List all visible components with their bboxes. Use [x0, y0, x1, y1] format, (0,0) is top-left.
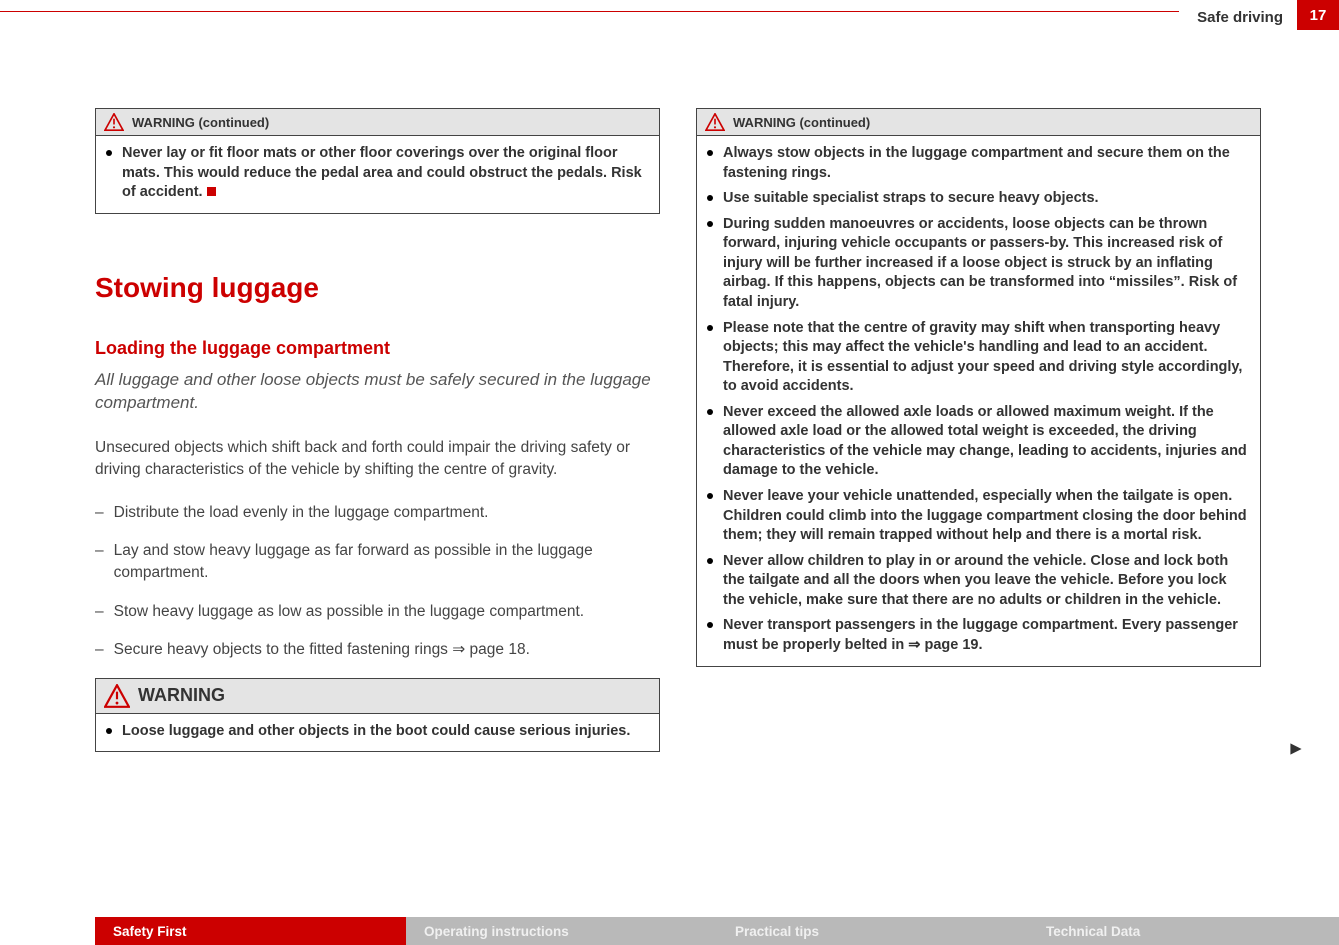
tab-practical-tips[interactable]: Practical tips [717, 917, 1028, 945]
end-marker-icon [207, 187, 216, 196]
warning-bullet-item: Never transport passengers in the luggag… [707, 616, 1250, 655]
section-heading: Stowing luggage [95, 272, 660, 304]
warning-triangle-icon [104, 684, 130, 708]
footer-spacer [0, 917, 95, 945]
dash-icon: – [95, 639, 104, 661]
bullet-icon [707, 622, 713, 628]
warning-text: Use suitable specialist straps to secure… [723, 189, 1099, 209]
warning-text: Please note that the centre of gravity m… [723, 319, 1250, 397]
warning-label: WARNING [138, 685, 225, 706]
list-item: –Distribute the load evenly in the lugga… [95, 502, 660, 524]
page-number: 17 [1297, 0, 1339, 30]
bullet-icon [106, 150, 112, 156]
warning-box: WARNING Loose luggage and other objects … [95, 678, 660, 753]
warning-continued-box: WARNING (continued) Never lay or fit flo… [95, 108, 660, 214]
tab-technical-data[interactable]: Technical Data [1028, 917, 1339, 945]
header-rule [0, 11, 1179, 12]
footer-tabs: Safety First Operating instructions Prac… [0, 917, 1339, 945]
dash-icon: – [95, 540, 104, 585]
warning-body: Loose luggage and other objects in the b… [96, 714, 659, 752]
warning-head: WARNING [96, 679, 659, 714]
warning-bullet-item: Never leave your vehicle unattended, esp… [707, 487, 1250, 546]
bullet-icon [106, 728, 112, 734]
warning-bullet-item: Use suitable specialist straps to secure… [707, 189, 1250, 209]
bullet-icon [707, 325, 713, 331]
list-text: Stow heavy luggage as low as possible in… [114, 601, 584, 623]
bullet-icon [707, 195, 713, 201]
warning-continued-head: WARNING (continued) [96, 109, 659, 136]
chapter-title: Safe driving [1179, 0, 1297, 30]
body-paragraph: Unsecured objects which shift back and f… [95, 437, 660, 482]
list-text: Distribute the load evenly in the luggag… [114, 502, 489, 524]
bullet-icon [707, 150, 713, 156]
warning-text: Never leave your vehicle unattended, esp… [723, 487, 1250, 546]
dash-icon: – [95, 601, 104, 623]
warning-bullet-item: During sudden manoeuvres or accidents, l… [707, 215, 1250, 313]
list-item: –Stow heavy luggage as low as possible i… [95, 601, 660, 623]
bullet-icon [707, 493, 713, 499]
warning-bullet-item: Please note that the centre of gravity m… [707, 319, 1250, 397]
bullet-icon [707, 409, 713, 415]
warning-text: Never lay or fit floor mats or other flo… [122, 144, 649, 203]
warning-bullet-item: Never lay or fit floor mats or other flo… [106, 144, 649, 203]
list-text: Lay and stow heavy luggage as far forwar… [114, 540, 660, 585]
list-item: –Lay and stow heavy luggage as far forwa… [95, 540, 660, 585]
warning-continued-box: WARNING (continued) Always stow objects … [696, 108, 1261, 667]
warning-bullet-item: Never exceed the allowed axle loads or a… [707, 403, 1250, 481]
page-body: WARNING (continued) Never lay or fit flo… [0, 30, 1339, 752]
warning-text: Never allow children to play in or aroun… [723, 552, 1250, 611]
subsection-heading: Loading the luggage compartment [95, 338, 660, 359]
warning-continued-body: Always stow objects in the luggage compa… [697, 136, 1260, 666]
warning-continued-head: WARNING (continued) [697, 109, 1260, 136]
tab-operating-instructions[interactable]: Operating instructions [406, 917, 717, 945]
warning-text: Never transport passengers in the luggag… [723, 616, 1250, 655]
left-column: WARNING (continued) Never lay or fit flo… [95, 108, 660, 752]
page-header: Safe driving 17 [0, 0, 1339, 30]
warning-triangle-icon [104, 113, 124, 131]
dash-icon: – [95, 502, 104, 524]
warning-continued-label: WARNING (continued) [132, 115, 269, 130]
warning-text: Always stow objects in the luggage compa… [723, 144, 1250, 183]
right-column: WARNING (continued) Always stow objects … [696, 108, 1261, 752]
instruction-list: –Distribute the load evenly in the lugga… [95, 502, 660, 662]
warning-triangle-icon [705, 113, 725, 131]
warning-bullet-item: Always stow objects in the luggage compa… [707, 144, 1250, 183]
list-text: Secure heavy objects to the fitted faste… [114, 639, 530, 661]
list-item: –Secure heavy objects to the fitted fast… [95, 639, 660, 661]
warning-continued-label: WARNING (continued) [733, 115, 870, 130]
bullet-icon [707, 221, 713, 227]
continue-arrow-icon [1289, 742, 1303, 756]
bullet-icon [707, 558, 713, 564]
warning-bullet-item: Never allow children to play in or aroun… [707, 552, 1250, 611]
warning-continued-body: Never lay or fit floor mats or other flo… [96, 136, 659, 213]
warning-text: During sudden manoeuvres or accidents, l… [723, 215, 1250, 313]
tab-safety-first[interactable]: Safety First [95, 917, 406, 945]
warning-bullet-item: Loose luggage and other objects in the b… [106, 722, 649, 742]
warning-text: Never exceed the allowed axle loads or a… [723, 403, 1250, 481]
intro-text: All luggage and other loose objects must… [95, 369, 660, 415]
warning-text: Loose luggage and other objects in the b… [122, 722, 630, 742]
